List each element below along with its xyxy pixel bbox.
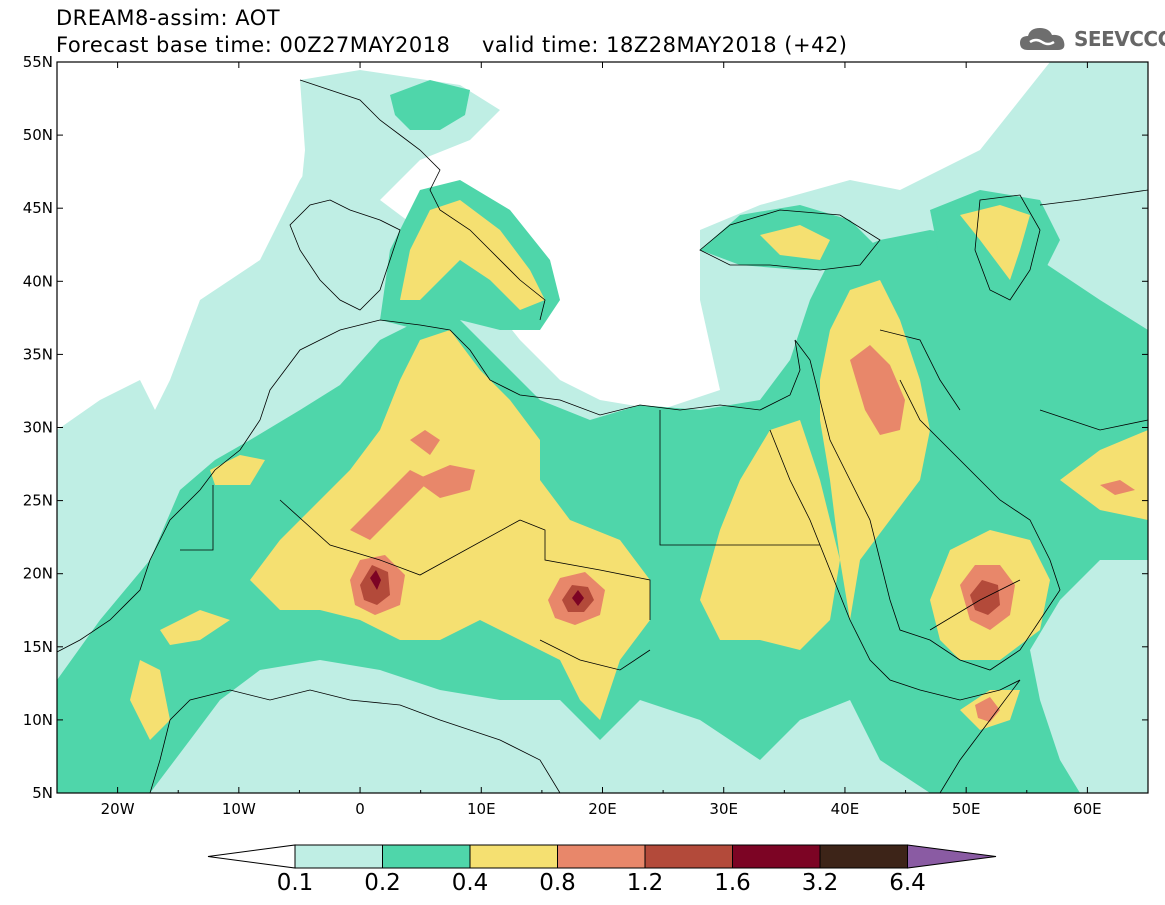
latitude-ticks: 55N 50N 45N 40N 35N 30N 25N 20N 15N 10N 5N — [23, 53, 1148, 802]
aot-band-0.8-iraq — [850, 345, 905, 435]
title-valid-time: valid time: 18Z28MAY2018 (+42) — [482, 33, 848, 57]
cloud-icon — [1020, 28, 1065, 50]
lon-label: 20E — [588, 800, 617, 818]
lat-label: 25N — [23, 492, 53, 510]
aot-band-1.6-sahara — [370, 570, 381, 590]
lat-label: 20N — [23, 565, 53, 583]
aot-band-0.4-canary — [210, 455, 265, 485]
lon-label: 10E — [467, 800, 496, 818]
aot-band-0.4-westafrica — [130, 660, 170, 740]
lat-label: 45N — [23, 199, 53, 217]
colorbar-max-triangle — [907, 844, 997, 869]
aot-band-0.4-nile — [700, 420, 840, 650]
lon-label: 10W — [222, 800, 256, 818]
lon-label: 60E — [1073, 800, 1102, 818]
aot-band-0.1-west — [57, 380, 160, 560]
aot-band-0.4-blacksea — [760, 225, 830, 260]
colorbar-min-triangle — [207, 844, 296, 869]
colorbar-swatch — [644, 844, 733, 869]
colorbar-label: 0.4 — [451, 870, 489, 896]
seevccc-logo: SEEVCCC — [1018, 22, 1165, 56]
colorbar-label: 0.1 — [276, 870, 314, 896]
lat-label: 55N — [23, 53, 53, 71]
colorbar — [207, 844, 997, 869]
colorbar-label: 1.2 — [626, 870, 664, 896]
colorbar-swatch — [382, 844, 471, 869]
lat-label: 15N — [23, 638, 53, 656]
lat-label: 30N — [23, 419, 53, 437]
aot-band-0.4-westcoast — [160, 610, 230, 645]
lat-label: 50N — [23, 126, 53, 144]
lat-label: 10N — [23, 711, 53, 729]
lon-label: 0 — [355, 800, 365, 818]
aot-band-0.8-libya — [415, 465, 475, 498]
longitude-ticks: 20W 10W 0 10E 20E 30E 40E 50E 60E — [56, 62, 1149, 818]
aot-band-0.8-iran — [1100, 480, 1135, 495]
colorbar-label: 0.2 — [364, 870, 401, 896]
aot-band-0.8-sahara-north — [350, 470, 430, 540]
aot-band-1.6-chad — [572, 590, 584, 606]
colorbar-swatch — [469, 844, 558, 869]
lon-label: 20W — [101, 800, 135, 818]
lat-label: 5N — [32, 784, 53, 802]
colorbar-swatch — [294, 844, 383, 869]
aot-band-0.8-algeria — [410, 430, 440, 455]
colorbar-swatch — [819, 844, 908, 869]
aot-band-0.4-arabia — [820, 280, 930, 620]
lon-label: 40E — [831, 800, 860, 818]
colorbar-label: 3.2 — [801, 870, 839, 896]
title-line-1: DREAM8-assim: AOT — [56, 6, 281, 30]
aot-band-0.8-somalia — [975, 697, 1000, 722]
colorbar-label: 1.6 — [714, 870, 751, 896]
colorbar-swatch — [557, 844, 646, 869]
colorbar-label: 6.4 — [889, 870, 926, 896]
colorbar-swatch — [732, 844, 821, 869]
coastlines-and-borders — [57, 79, 1148, 793]
aot-band-0.4-sahara — [250, 330, 650, 720]
aot-band-0.4-italy — [400, 200, 545, 310]
aot-band-0.4-iran — [1060, 430, 1148, 520]
lat-label: 35N — [23, 345, 53, 363]
lat-label: 40N — [23, 272, 53, 290]
aot-fields — [57, 62, 1148, 793]
logo-text: SEEVCCC — [1074, 27, 1165, 51]
aot-band-0.2-northsea — [390, 80, 470, 130]
lon-label: 50E — [952, 800, 981, 818]
title-base-time: Forecast base time: 00Z27MAY2018 — [56, 33, 451, 57]
colorbar-label: 0.8 — [539, 870, 576, 896]
lon-label: 30E — [709, 800, 738, 818]
